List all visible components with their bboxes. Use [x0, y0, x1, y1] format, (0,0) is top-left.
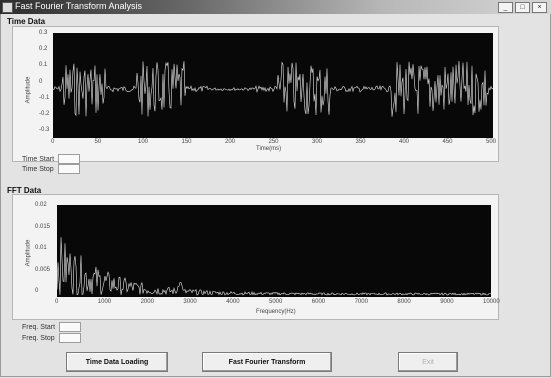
fft-y-tick-3: 0.005 — [35, 266, 51, 273]
title-bar: Fast Fourier Transform Analysis _ □ × — [0, 0, 551, 14]
fft-plot-panel: Amplitude 0.02 0.015 0.01 0.005 0 0 1000 2000 3… — [12, 194, 500, 320]
fft-y-tick-2: 0.01 — [35, 245, 47, 251]
freq-stop-input[interactable] — [58, 333, 81, 343]
time-start-label: Time Start — [22, 155, 55, 163]
freq-start-label: Freq. Start — [22, 323, 56, 331]
fft-y-tick-1: 0.015 — [35, 223, 51, 230]
time-plot-panel: Amplitude 0.3 0.2 0.1 0 -0.1 -0.2 -0.3 0 50 100 1… — [12, 26, 499, 162]
fft-x-tick-1: 1000 — [97, 299, 112, 305]
time-section-label: Time Data — [7, 17, 46, 26]
time-stop-label: Time Stop — [22, 165, 54, 173]
time-stop-input[interactable] — [57, 164, 80, 174]
time-ylabel: Amplitude — [25, 76, 32, 104]
fft-spectrum-trace — [57, 237, 491, 296]
fft-button[interactable]: Fast Fourier Transform — [202, 352, 332, 372]
time-x-tick-9: 450 — [442, 139, 453, 145]
time-y-tick-1: 0.2 — [39, 46, 48, 53]
exit-button[interactable]: Exit — [398, 352, 458, 372]
fft-y-tick-0: 0.02 — [35, 202, 47, 208]
window-title: Fast Fourier Transform Analysis — [15, 1, 143, 11]
time-x-tick-10: 500 — [486, 139, 497, 145]
time-start-input[interactable] — [58, 154, 81, 164]
fft-x-tick-5: 5000 — [269, 299, 283, 305]
fft-x-tick-4: 4000 — [226, 299, 240, 305]
close-button[interactable]: × — [532, 2, 547, 13]
time-x-tick-8: 400 — [399, 139, 410, 145]
freq-stop-row: Freq. Stop — [22, 333, 81, 343]
time-x-tick-5: 250 — [268, 139, 279, 145]
fft-x-tick-7: 7000 — [354, 299, 368, 305]
fft-y-tick-4: 0 — [35, 288, 39, 294]
time-x-tick-2: 100 — [138, 139, 149, 145]
fft-ylabel: Amplitude — [25, 239, 32, 267]
app-icon — [2, 2, 13, 13]
time-start-row: Time Start — [22, 154, 81, 164]
time-plot-area — [53, 33, 493, 138]
minimize-button[interactable]: _ — [498, 2, 513, 13]
time-plot-svg — [53, 60, 493, 117]
time-signal-trace — [53, 60, 493, 117]
fft-x-tick-9: 9000 — [440, 299, 454, 305]
time-stop-row: Time Stop — [22, 164, 80, 174]
fft-x-tick-3: 3000 — [183, 299, 197, 305]
freq-start-input[interactable] — [59, 322, 82, 332]
fft-x-tick-10: 10000 — [483, 299, 500, 305]
freq-stop-label: Freq. Stop — [22, 334, 55, 342]
time-y-tick-6: -0.3 — [39, 127, 50, 134]
maximize-button[interactable]: □ — [515, 2, 530, 13]
time-x-tick-7: 350 — [355, 139, 366, 145]
fft-x-tick-2: 2000 — [140, 299, 154, 305]
fft-section-label: FFT Data — [7, 186, 42, 195]
fft-plot-svg — [57, 237, 491, 296]
time-y-tick-4: -0.1 — [39, 94, 50, 101]
fft-plot-area — [57, 205, 491, 297]
time-y-tick-5: -0.2 — [39, 111, 50, 117]
time-y-tick-2: 0.1 — [39, 62, 48, 69]
time-y-tick-3: 0 — [39, 78, 43, 85]
time-y-tick-0: 0.3 — [39, 30, 48, 36]
freq-start-row: Freq. Start — [22, 322, 82, 332]
time-x-tick-0: 0 — [51, 139, 55, 145]
time-xlabel: Time(ms) — [256, 146, 282, 152]
time-x-tick-3: 150 — [181, 139, 192, 145]
fft-x-tick-0: 0 — [55, 299, 59, 305]
fft-xlabel: Frequency(Hz) — [256, 309, 296, 315]
time-x-tick-4: 200 — [225, 139, 236, 145]
load-data-button[interactable]: Time Data Loading — [66, 352, 168, 372]
fft-x-tick-8: 8000 — [397, 299, 411, 305]
time-x-tick-1: 50 — [94, 139, 102, 145]
time-x-tick-6: 300 — [312, 139, 323, 145]
fft-x-tick-6: 6000 — [311, 299, 326, 305]
